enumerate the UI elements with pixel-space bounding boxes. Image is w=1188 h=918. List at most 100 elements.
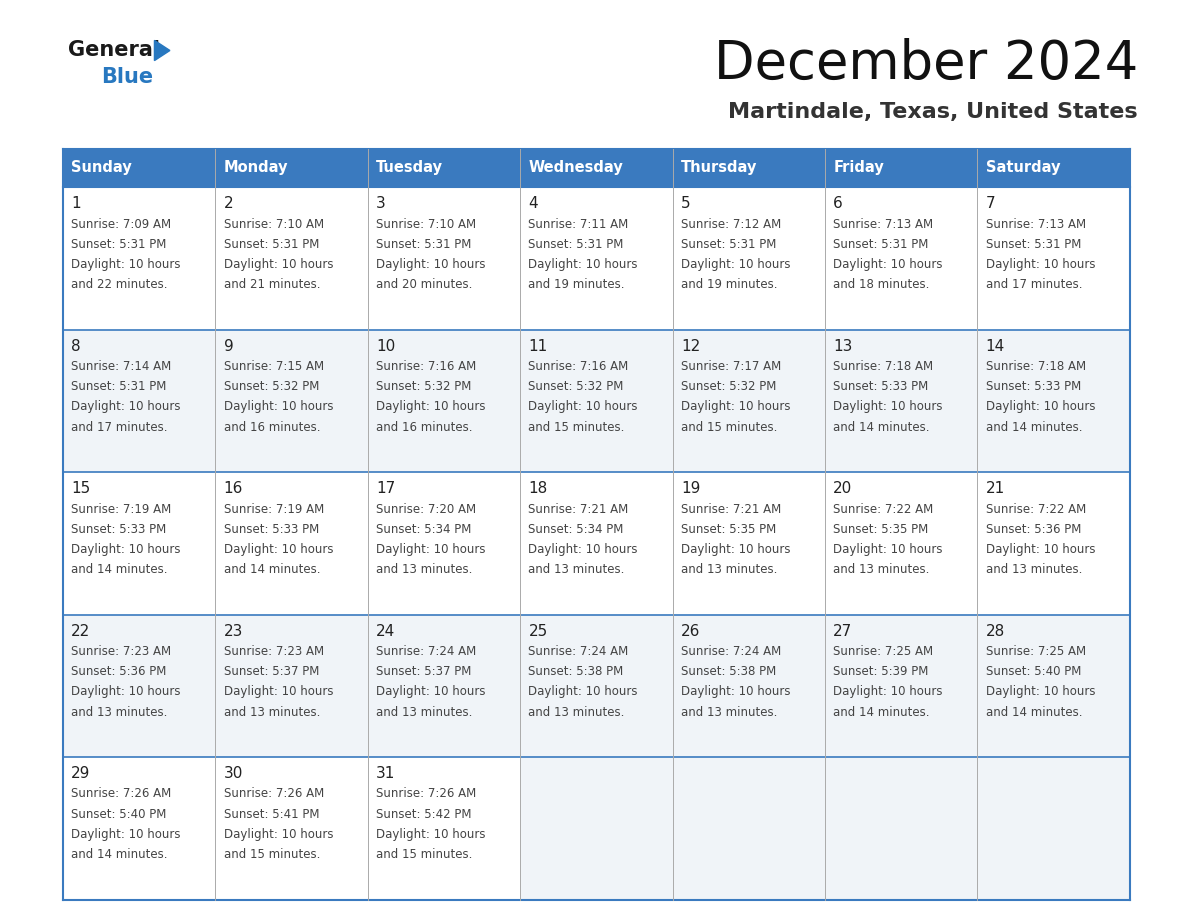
Text: December 2024: December 2024	[714, 39, 1138, 90]
Text: 12: 12	[681, 339, 700, 354]
Text: Daylight: 10 hours: Daylight: 10 hours	[986, 686, 1095, 699]
Text: Sunrise: 7:23 AM: Sunrise: 7:23 AM	[71, 645, 171, 658]
Bar	[672, 472, 824, 615]
Text: Sunset: 5:32 PM: Sunset: 5:32 PM	[529, 380, 624, 393]
Text: Sunset: 5:33 PM: Sunset: 5:33 PM	[833, 380, 929, 393]
Text: and 13 minutes.: and 13 minutes.	[681, 563, 777, 577]
Text: 24: 24	[377, 624, 396, 639]
Text: and 13 minutes.: and 13 minutes.	[529, 706, 625, 719]
Text: 20: 20	[833, 481, 853, 497]
Text: Daylight: 10 hours: Daylight: 10 hours	[833, 400, 943, 413]
Text: Sunrise: 7:26 AM: Sunrise: 7:26 AM	[71, 788, 171, 800]
Text: Thursday: Thursday	[681, 161, 757, 175]
Bar	[63, 615, 215, 757]
Bar	[672, 187, 824, 330]
Text: 7: 7	[986, 196, 996, 211]
Text: and 16 minutes.: and 16 minutes.	[377, 420, 473, 433]
Bar	[520, 472, 672, 615]
Text: Daylight: 10 hours: Daylight: 10 hours	[833, 258, 943, 271]
Bar	[824, 615, 978, 757]
Text: Daylight: 10 hours: Daylight: 10 hours	[833, 686, 943, 699]
Text: 13: 13	[833, 339, 853, 354]
Text: Sunrise: 7:11 AM: Sunrise: 7:11 AM	[529, 218, 628, 230]
Text: 25: 25	[529, 624, 548, 639]
Text: Sunset: 5:37 PM: Sunset: 5:37 PM	[223, 666, 320, 678]
Text: Daylight: 10 hours: Daylight: 10 hours	[529, 258, 638, 271]
Text: and 14 minutes.: and 14 minutes.	[833, 420, 930, 433]
Text: Sunset: 5:39 PM: Sunset: 5:39 PM	[833, 666, 929, 678]
Text: Sunrise: 7:26 AM: Sunrise: 7:26 AM	[377, 788, 476, 800]
Bar	[978, 615, 1130, 757]
Text: 4: 4	[529, 196, 538, 211]
Text: and 14 minutes.: and 14 minutes.	[71, 563, 168, 577]
Bar	[978, 757, 1130, 900]
Text: Sunrise: 7:25 AM: Sunrise: 7:25 AM	[833, 645, 934, 658]
Bar	[824, 330, 978, 472]
Bar	[368, 472, 520, 615]
Text: Sunset: 5:35 PM: Sunset: 5:35 PM	[833, 522, 929, 536]
Text: Sunrise: 7:12 AM: Sunrise: 7:12 AM	[681, 218, 782, 230]
Text: Daylight: 10 hours: Daylight: 10 hours	[223, 828, 333, 841]
Text: Daylight: 10 hours: Daylight: 10 hours	[986, 543, 1095, 556]
Text: Sunset: 5:40 PM: Sunset: 5:40 PM	[71, 808, 166, 821]
Text: and 19 minutes.: and 19 minutes.	[681, 278, 777, 291]
Bar	[824, 757, 978, 900]
Text: Sunset: 5:33 PM: Sunset: 5:33 PM	[223, 522, 318, 536]
Bar	[978, 149, 1130, 187]
Bar	[215, 330, 368, 472]
Bar	[672, 757, 824, 900]
Text: and 13 minutes.: and 13 minutes.	[223, 706, 320, 719]
Text: Sunset: 5:31 PM: Sunset: 5:31 PM	[71, 238, 166, 251]
Text: Sunrise: 7:20 AM: Sunrise: 7:20 AM	[377, 502, 476, 516]
Text: and 16 minutes.: and 16 minutes.	[223, 420, 321, 433]
Text: 19: 19	[681, 481, 700, 497]
Text: Sunrise: 7:18 AM: Sunrise: 7:18 AM	[833, 360, 934, 373]
Text: Sunrise: 7:24 AM: Sunrise: 7:24 AM	[377, 645, 476, 658]
Text: Sunset: 5:32 PM: Sunset: 5:32 PM	[681, 380, 776, 393]
Text: Sunset: 5:36 PM: Sunset: 5:36 PM	[986, 522, 1081, 536]
Text: Sunrise: 7:26 AM: Sunrise: 7:26 AM	[223, 788, 324, 800]
Text: and 13 minutes.: and 13 minutes.	[681, 706, 777, 719]
Text: General: General	[68, 40, 159, 61]
Text: 28: 28	[986, 624, 1005, 639]
Text: Daylight: 10 hours: Daylight: 10 hours	[71, 543, 181, 556]
Bar	[672, 615, 824, 757]
Text: Sunset: 5:31 PM: Sunset: 5:31 PM	[377, 238, 472, 251]
Bar	[824, 472, 978, 615]
Text: and 22 minutes.: and 22 minutes.	[71, 278, 168, 291]
Text: 17: 17	[377, 481, 396, 497]
Text: and 13 minutes.: and 13 minutes.	[71, 706, 168, 719]
Text: Sunset: 5:38 PM: Sunset: 5:38 PM	[529, 666, 624, 678]
Text: and 17 minutes.: and 17 minutes.	[986, 278, 1082, 291]
Bar	[520, 149, 672, 187]
Bar	[215, 472, 368, 615]
Text: Sunrise: 7:09 AM: Sunrise: 7:09 AM	[71, 218, 171, 230]
Text: Sunrise: 7:23 AM: Sunrise: 7:23 AM	[223, 645, 324, 658]
Text: and 21 minutes.: and 21 minutes.	[223, 278, 321, 291]
Text: 31: 31	[377, 767, 396, 781]
Text: Daylight: 10 hours: Daylight: 10 hours	[71, 686, 181, 699]
Text: and 14 minutes.: and 14 minutes.	[223, 563, 321, 577]
Text: Sunset: 5:31 PM: Sunset: 5:31 PM	[71, 380, 166, 393]
Text: Sunrise: 7:21 AM: Sunrise: 7:21 AM	[681, 502, 782, 516]
Text: Daylight: 10 hours: Daylight: 10 hours	[377, 258, 486, 271]
Text: Daylight: 10 hours: Daylight: 10 hours	[529, 543, 638, 556]
Text: Sunrise: 7:13 AM: Sunrise: 7:13 AM	[986, 218, 1086, 230]
Text: 16: 16	[223, 481, 244, 497]
Text: Daylight: 10 hours: Daylight: 10 hours	[681, 400, 790, 413]
Text: Daylight: 10 hours: Daylight: 10 hours	[377, 828, 486, 841]
Bar	[978, 472, 1130, 615]
Text: Sunrise: 7:22 AM: Sunrise: 7:22 AM	[986, 502, 1086, 516]
Text: Sunset: 5:31 PM: Sunset: 5:31 PM	[986, 238, 1081, 251]
Text: Sunset: 5:33 PM: Sunset: 5:33 PM	[986, 380, 1081, 393]
Text: Sunset: 5:31 PM: Sunset: 5:31 PM	[529, 238, 624, 251]
Text: Sunrise: 7:24 AM: Sunrise: 7:24 AM	[681, 645, 782, 658]
Text: Sunset: 5:40 PM: Sunset: 5:40 PM	[986, 666, 1081, 678]
Text: Sunrise: 7:15 AM: Sunrise: 7:15 AM	[223, 360, 324, 373]
Bar	[63, 330, 215, 472]
Text: Sunrise: 7:18 AM: Sunrise: 7:18 AM	[986, 360, 1086, 373]
Bar	[520, 615, 672, 757]
Text: Daylight: 10 hours: Daylight: 10 hours	[377, 543, 486, 556]
Bar	[215, 187, 368, 330]
Text: and 13 minutes.: and 13 minutes.	[986, 563, 1082, 577]
